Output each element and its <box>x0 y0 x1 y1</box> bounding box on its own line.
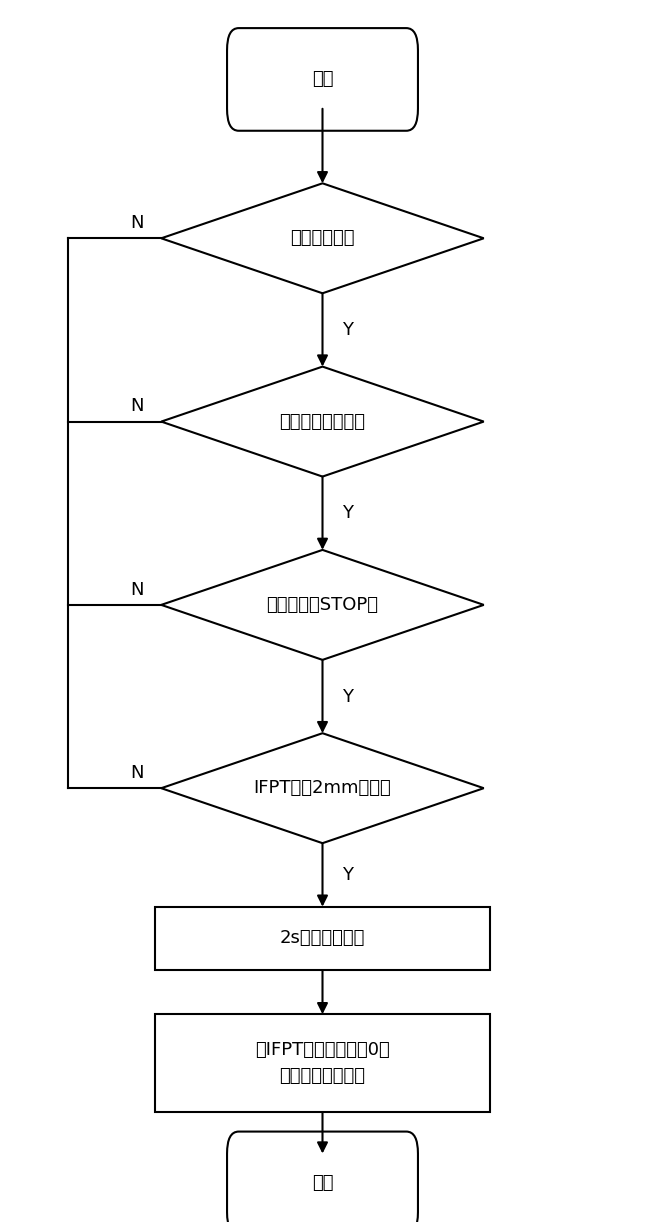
Polygon shape <box>161 550 484 660</box>
Text: N: N <box>130 397 143 415</box>
Text: IFPT低于2mm水柱？: IFPT低于2mm水柱？ <box>253 780 392 797</box>
Polygon shape <box>161 367 484 477</box>
Text: N: N <box>130 580 143 599</box>
Text: N: N <box>130 764 143 782</box>
Bar <box>155 1014 490 1112</box>
Bar <box>155 907 490 970</box>
Polygon shape <box>161 733 484 843</box>
Polygon shape <box>161 183 484 293</box>
Text: Y: Y <box>342 688 353 705</box>
Text: 将IFPT输出量设置为0，
完全关闭烟道闸板: 将IFPT输出量设置为0， 完全关闭烟道闸板 <box>255 1041 390 1085</box>
Text: 结束: 结束 <box>312 1174 333 1191</box>
Text: 显示主烧嘴STOP？: 显示主烧嘴STOP？ <box>266 596 379 613</box>
Text: 主烧嘴关闭？: 主烧嘴关闭？ <box>290 230 355 247</box>
Text: Y: Y <box>342 866 353 884</box>
FancyBboxPatch shape <box>227 1132 418 1222</box>
Text: Y: Y <box>342 321 353 338</box>
Text: 开始: 开始 <box>312 71 333 88</box>
Text: 2s系统稳定延时: 2s系统稳定延时 <box>280 930 365 947</box>
Text: Y: Y <box>342 505 353 522</box>
Text: N: N <box>130 214 143 232</box>
Text: 烟气闸板非手动？: 烟气闸板非手动？ <box>279 413 366 430</box>
FancyBboxPatch shape <box>227 28 418 131</box>
